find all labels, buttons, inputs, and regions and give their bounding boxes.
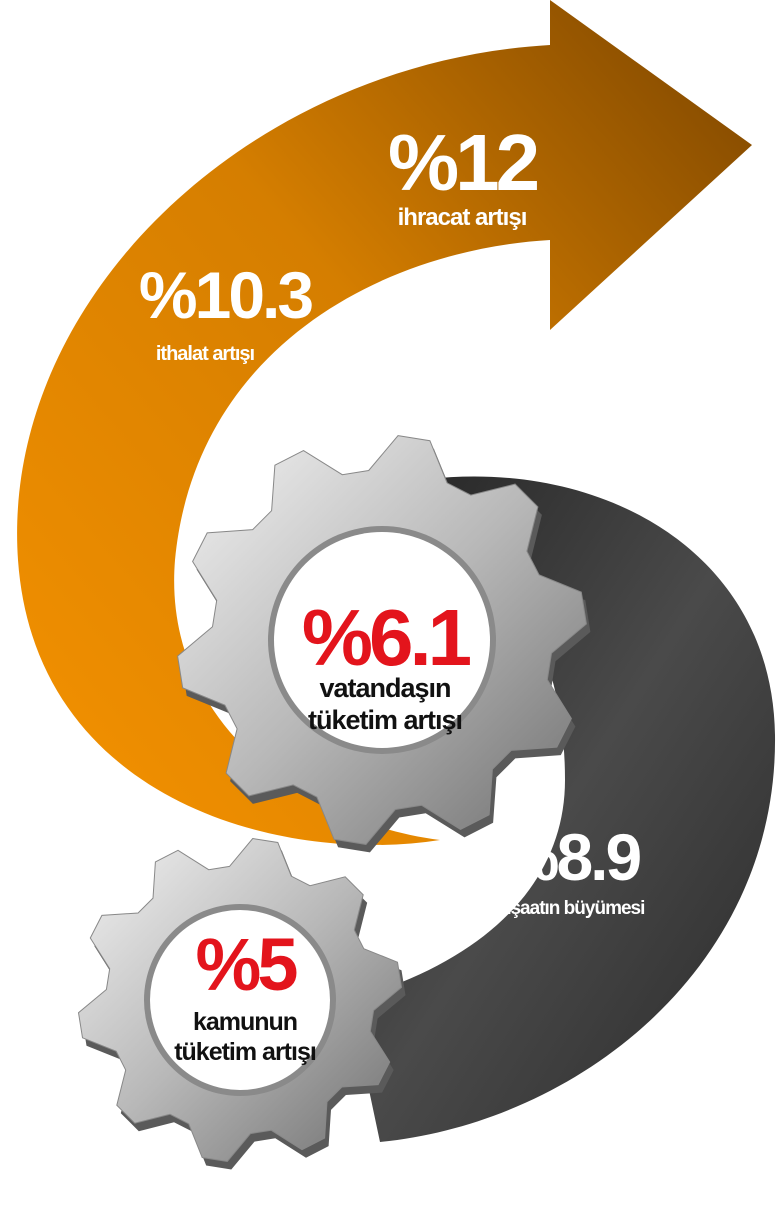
label: tüketim artışı [308, 705, 462, 735]
label: ihracat artışı [398, 204, 527, 231]
value: %5 [196, 923, 298, 1006]
label: inşaatın büyümesi [496, 898, 645, 919]
label: kamunun [193, 1008, 297, 1036]
value: %10.3 [139, 258, 312, 332]
value: %8.9 [501, 820, 641, 894]
label: ithalat artışı [156, 343, 255, 365]
value: %12 [388, 118, 538, 207]
label: vatandaşın [319, 673, 450, 703]
value: %6.1 [302, 593, 471, 682]
label: tüketim artışı [174, 1038, 316, 1066]
infographic: %12 ihracat artışı %10.3 ithalat artışı … [0, 0, 778, 1221]
